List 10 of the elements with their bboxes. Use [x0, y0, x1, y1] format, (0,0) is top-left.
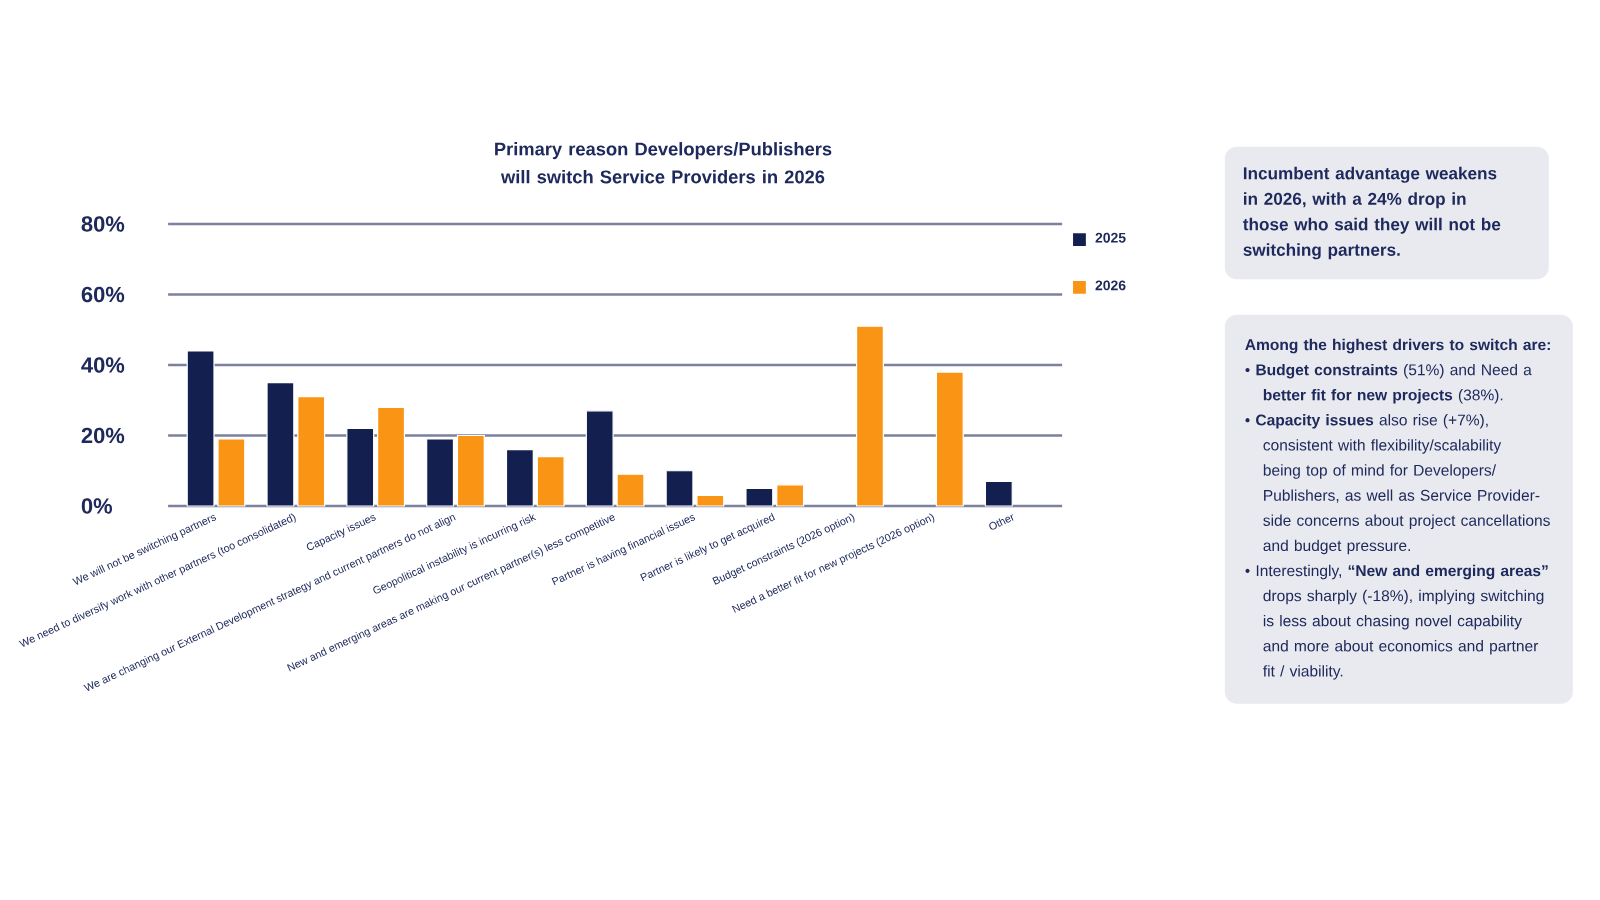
y-tick-label: 80%: [81, 216, 125, 232]
y-tick-label: 20%: [81, 427, 125, 444]
bar: [855, 325, 884, 507]
text: Incumbent advantage weakens in 2026, with a 24% drop in those who said they will not be switching partners.: [1243, 166, 1501, 260]
y-tick-label: 40%: [81, 357, 125, 373]
y-tick-label: 60%: [81, 286, 125, 303]
bar: [935, 371, 964, 507]
chart-title: Primary reason Developers/Publishers will switch Service Providers in 2026: [495, 142, 832, 184]
bar: [984, 480, 1013, 507]
y-tick-label: 0%: [81, 498, 113, 514]
